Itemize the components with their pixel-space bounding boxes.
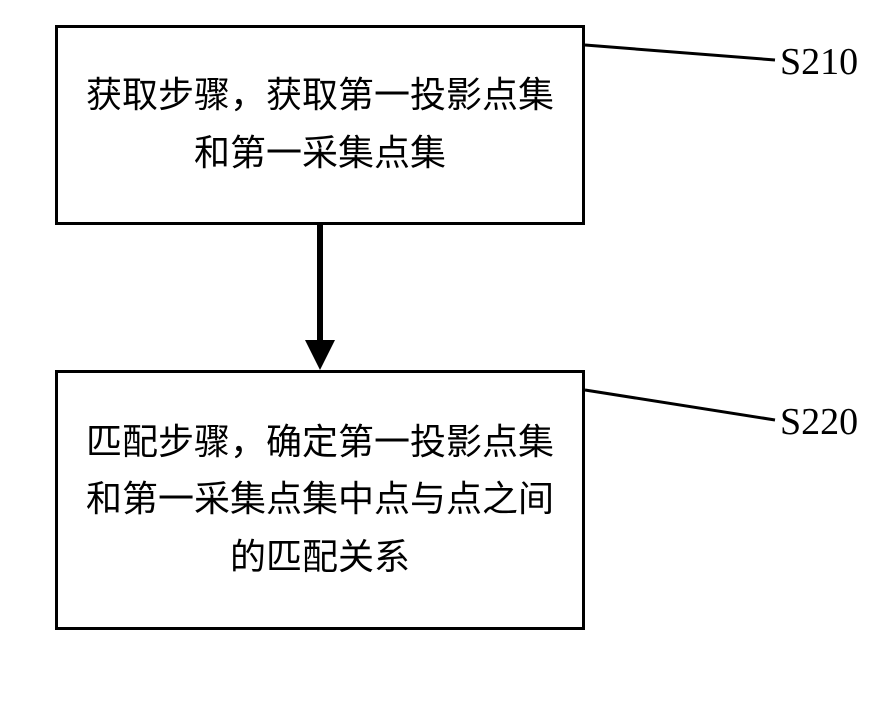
step2-text: 匹配步骤，确定第一投影点集和第一采集点集中点与点之间的匹配关系: [78, 414, 562, 587]
step2-label: S220: [780, 400, 858, 444]
step1-text: 获取步骤，获取第一投影点集和第一采集点集: [78, 67, 562, 182]
arrow-step1-to-step2: [317, 225, 323, 370]
flowchart-container: 获取步骤，获取第一投影点集和第一采集点集 S210 匹配步骤，确定第一投影点集和…: [0, 0, 883, 710]
arrow-line: [317, 225, 323, 345]
flowchart-step-2: 匹配步骤，确定第一投影点集和第一采集点集中点与点之间的匹配关系: [55, 370, 585, 630]
arrow-head: [305, 340, 335, 370]
step1-label: S210: [780, 40, 858, 84]
flowchart-step-1: 获取步骤，获取第一投影点集和第一采集点集: [55, 25, 585, 225]
